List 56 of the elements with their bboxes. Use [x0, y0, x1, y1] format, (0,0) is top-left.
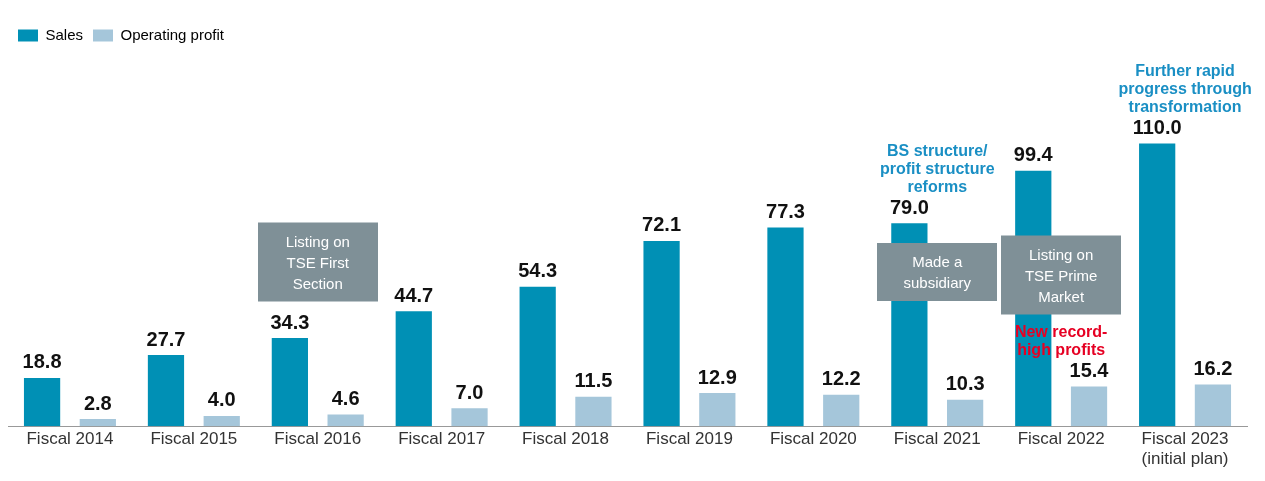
bar: [271, 338, 308, 427]
data-label: 110.0: [1132, 115, 1182, 138]
bar: [203, 415, 240, 427]
legend-label: Operating profit: [120, 25, 225, 43]
x-tick-label: Fiscal 2021: [893, 429, 981, 449]
bar: [147, 355, 185, 427]
data-label: 16.2: [1193, 357, 1233, 380]
annotation: Made a subsidiary: [902, 252, 972, 293]
bar: [699, 393, 736, 427]
x-tick-label: Fiscal 2022: [1017, 429, 1105, 449]
data-label: 54.3: [518, 259, 558, 282]
x-tick-label: Fiscal 2016: [274, 429, 362, 449]
bar: [23, 377, 61, 427]
bar: [1139, 143, 1176, 427]
data-label: 12.2: [821, 367, 861, 390]
annotation: BS structure/ profit structure reforms: [878, 142, 996, 197]
bar: [1194, 384, 1232, 427]
text: Further rapid progress through transformation: [1117, 62, 1253, 117]
annotation: Listing on TSE First Section: [284, 231, 351, 294]
legend-label: Sales: [45, 25, 84, 43]
bar: [575, 396, 612, 427]
data-label: 77.3: [766, 200, 805, 223]
data-label: 4.6: [331, 386, 360, 409]
data-label: 10.3: [945, 372, 985, 395]
x-tick-label: Fiscal 2017: [398, 429, 486, 449]
data-label: 4.0: [207, 388, 236, 411]
data-label: 79.0: [889, 195, 929, 218]
data-label: 27.7: [146, 327, 186, 350]
x-tick-label: Fiscal 2018: [522, 429, 610, 449]
data-label: 7.0: [455, 380, 484, 403]
x-tick-label: Fiscal 2023 (initial plan): [1141, 429, 1229, 469]
bar: [643, 240, 680, 427]
data-label: 34.3: [270, 310, 310, 333]
bar: [327, 414, 364, 427]
x-tick-label: Fiscal 2015: [150, 429, 238, 449]
data-label: 12.9: [697, 365, 737, 388]
x-tick-label: Fiscal 2014: [26, 429, 114, 449]
bar: [451, 408, 488, 427]
bar: [767, 227, 804, 427]
bar: [947, 399, 984, 427]
x-tick-label: Fiscal 2019: [645, 429, 733, 449]
data-label: 15.4: [1069, 359, 1110, 382]
annotation: New record-high profits: [1013, 323, 1109, 360]
x-tick-label: Fiscal 2020: [769, 429, 857, 449]
data-label: 18.8: [22, 350, 62, 373]
data-label: 11.5: [574, 369, 613, 392]
annotation: Listing on TSE Prime Market: [1023, 244, 1099, 307]
data-label: 44.7: [394, 283, 434, 306]
bar: [519, 286, 556, 427]
bar: [395, 311, 432, 427]
data-label: 2.8: [83, 391, 112, 414]
bar: [1070, 386, 1108, 427]
data-label: 72.1: [642, 213, 682, 236]
bar: [823, 394, 860, 427]
data-label: 99.4: [1013, 143, 1054, 166]
bar: [79, 419, 116, 427]
